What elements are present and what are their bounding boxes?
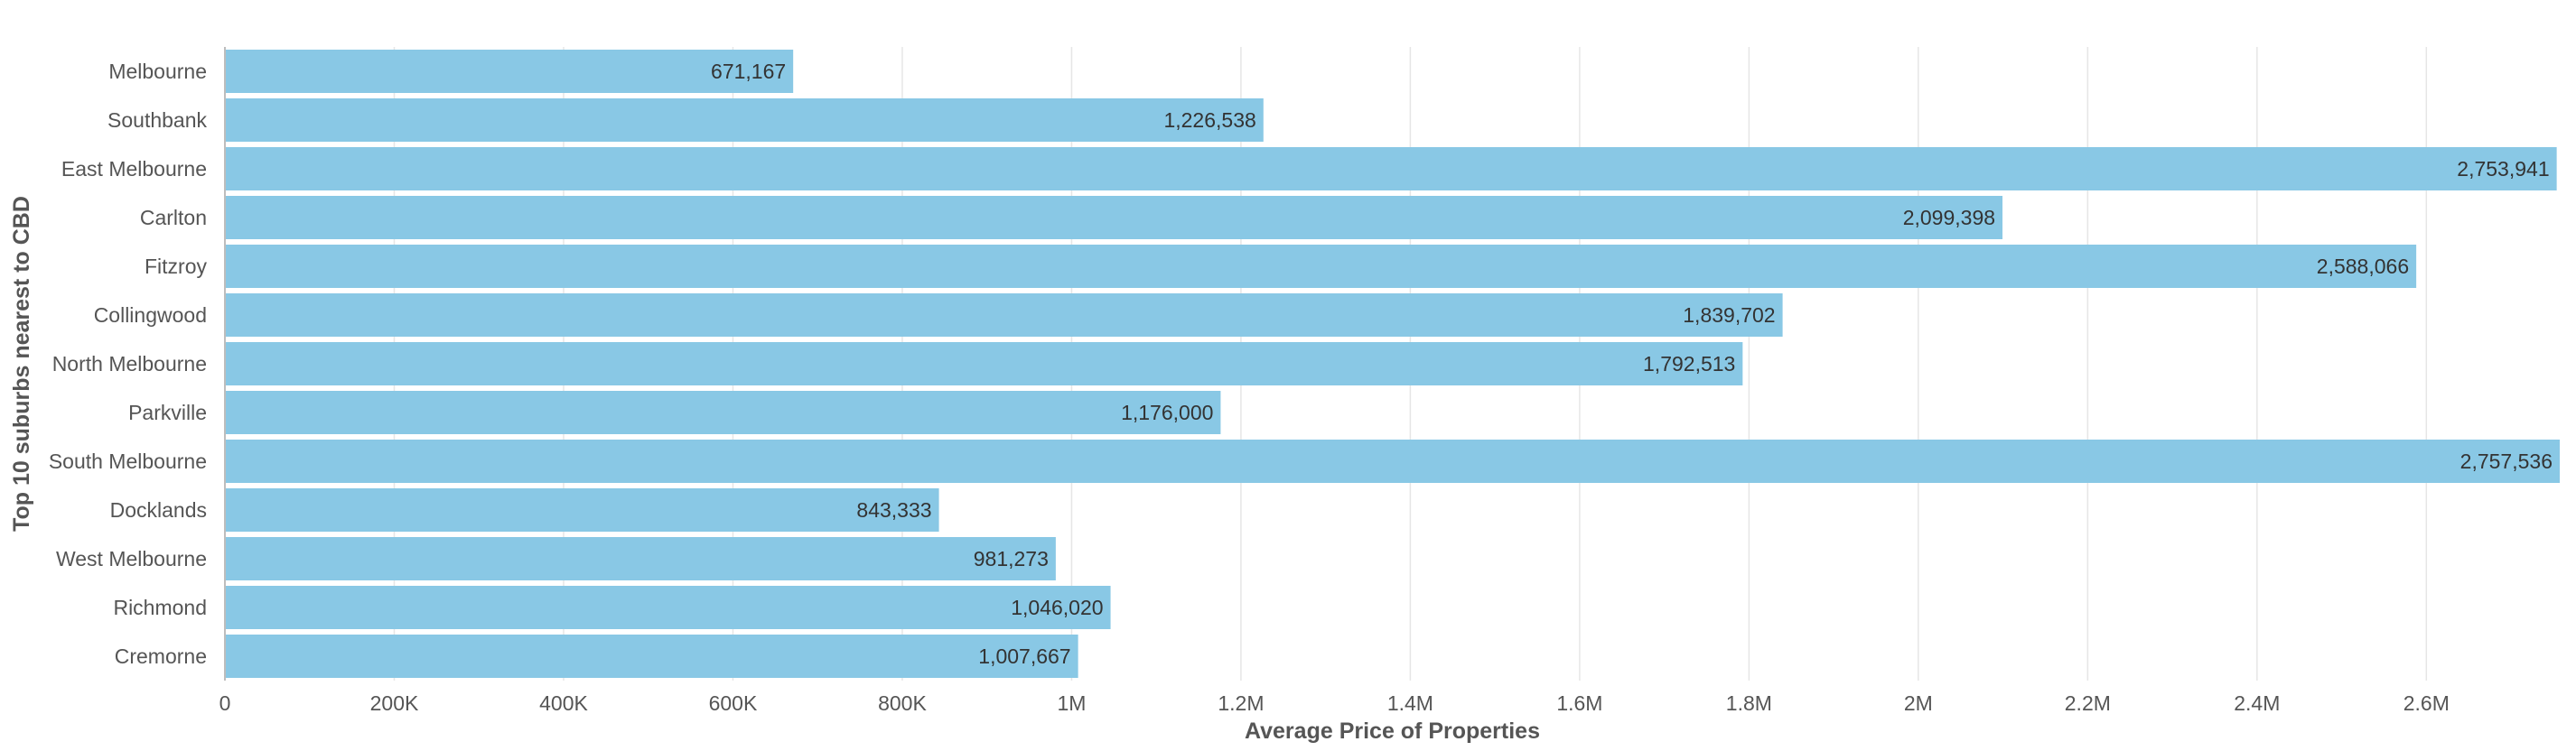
data-label: 2,757,536	[2460, 450, 2553, 473]
category-label: East Melbourne	[61, 157, 207, 181]
category-label: Melbourne	[108, 60, 207, 83]
category-label: Cremorne	[115, 644, 207, 668]
data-label: 671,167	[711, 60, 786, 83]
bar	[225, 147, 2557, 190]
bar	[225, 196, 2003, 239]
data-label: 1,176,000	[1121, 401, 1213, 424]
data-label: 1,046,020	[1011, 596, 1103, 619]
bar	[225, 245, 2417, 288]
x-tick-label: 0	[219, 691, 231, 715]
y-axis-title: Top 10 suburbs nearest to CBD	[9, 196, 34, 532]
bar	[225, 537, 1056, 580]
category-label: Southbank	[107, 108, 207, 132]
category-labels: Melbourne Southbank East Melbourne Carlton F…	[49, 60, 208, 668]
category-label: Fitzroy	[145, 255, 208, 278]
data-label: 1,226,538	[1163, 108, 1255, 132]
category-label: Collingwood	[94, 303, 207, 327]
x-tick-label: 2.2M	[2065, 691, 2111, 715]
x-axis-title: Average Price of Properties	[1245, 719, 1540, 744]
bar	[225, 342, 1743, 385]
category-label: Docklands	[110, 498, 207, 522]
bar	[225, 635, 1078, 678]
data-label: 843,333	[856, 498, 931, 522]
data-label: 2,753,941	[2457, 157, 2549, 181]
x-tick-label: 2M	[1904, 691, 1933, 715]
category-label: Carlton	[140, 206, 207, 229]
category-label: South Melbourne	[49, 450, 207, 473]
x-tick-label: 1.6M	[1556, 691, 1602, 715]
x-tick-labels: 0 200K 400K 600K 800K 1M 1.2M 1.4M 1.6M 1.8M 2M 2.2…	[219, 691, 2450, 715]
x-tick-label: 800K	[878, 691, 927, 715]
category-label: Parkville	[128, 401, 207, 424]
category-label: North Melbourne	[52, 352, 207, 376]
category-label: Richmond	[113, 596, 207, 619]
bar	[225, 293, 1783, 337]
bar	[225, 440, 2560, 483]
data-label: 1,792,513	[1643, 352, 1735, 376]
x-tick-label: 2.4M	[2234, 691, 2280, 715]
x-tick-label: 1M	[1057, 691, 1086, 715]
bar	[225, 391, 1221, 434]
category-label: West Melbourne	[56, 547, 207, 570]
data-label: 2,099,398	[1903, 206, 1995, 229]
x-tick-label: 1.2M	[1218, 691, 1264, 715]
data-label: 1,007,667	[978, 644, 1070, 668]
bar	[225, 586, 1111, 629]
bar	[225, 488, 939, 532]
bars: 671,167 1,226,538 2,753,941 2,099,398 2,588,…	[225, 50, 2560, 678]
x-tick-label: 600K	[709, 691, 758, 715]
x-tick-label: 1.8M	[1726, 691, 1772, 715]
x-tick-label: 1.4M	[1387, 691, 1433, 715]
data-label: 981,273	[974, 547, 1049, 570]
bar	[225, 50, 794, 93]
bar	[225, 98, 1264, 142]
data-label: 1,839,702	[1683, 303, 1775, 327]
x-tick-label: 200K	[370, 691, 419, 715]
x-tick-label: 2.6M	[2403, 691, 2450, 715]
x-tick-label: 400K	[539, 691, 588, 715]
data-label: 2,588,066	[2317, 255, 2409, 278]
